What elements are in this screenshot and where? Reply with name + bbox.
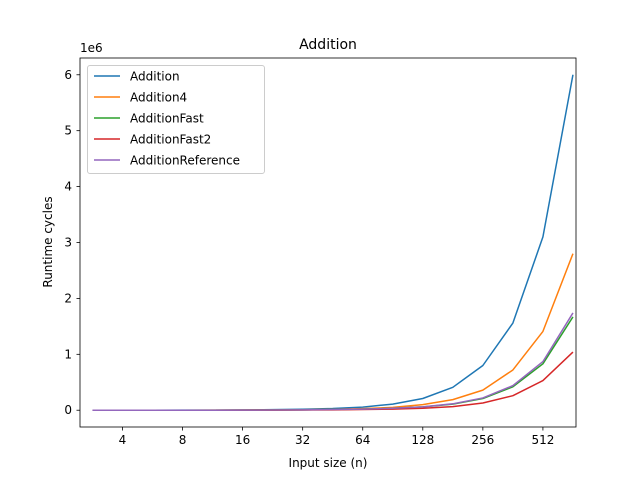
legend-entry: AdditionFast [130,112,204,126]
y-tick-label: 3 [64,236,72,250]
x-axis-label: Input size (n) [289,456,368,470]
y-tick-label: 0 [64,403,72,417]
legend-box [87,65,265,174]
legend-entry: Addition [130,70,180,84]
y-tick-label: 2 [64,291,72,305]
x-tick-label: 64 [355,433,370,447]
x-tick-label: 256 [471,433,494,447]
x-tick-label: 512 [531,433,554,447]
y-tick-label: 4 [64,180,72,194]
y-tick-label: 1 [64,347,72,361]
legend: Addition Addition4 AdditionFast AdditionFas… [87,65,265,174]
legend-entry: AdditionReference [130,154,240,168]
legend-entry: Addition4 [130,91,187,105]
x-tick-label: 128 [411,433,434,447]
x-tick-label: 8 [179,433,187,447]
y-tick-label: 5 [64,124,72,138]
x-tick-label: 4 [119,433,127,447]
y-axis-label: Runtime cycles [41,196,55,287]
legend-entry: AdditionFast2 [130,133,211,147]
chart-title: Addition [299,37,357,53]
series-line-additionreference [92,312,574,411]
x-tick-label: 16 [235,433,250,447]
y-scale-label: 1e6 [80,41,103,55]
y-tick-label: 6 [64,68,72,82]
x-tick-label: 32 [295,433,310,447]
